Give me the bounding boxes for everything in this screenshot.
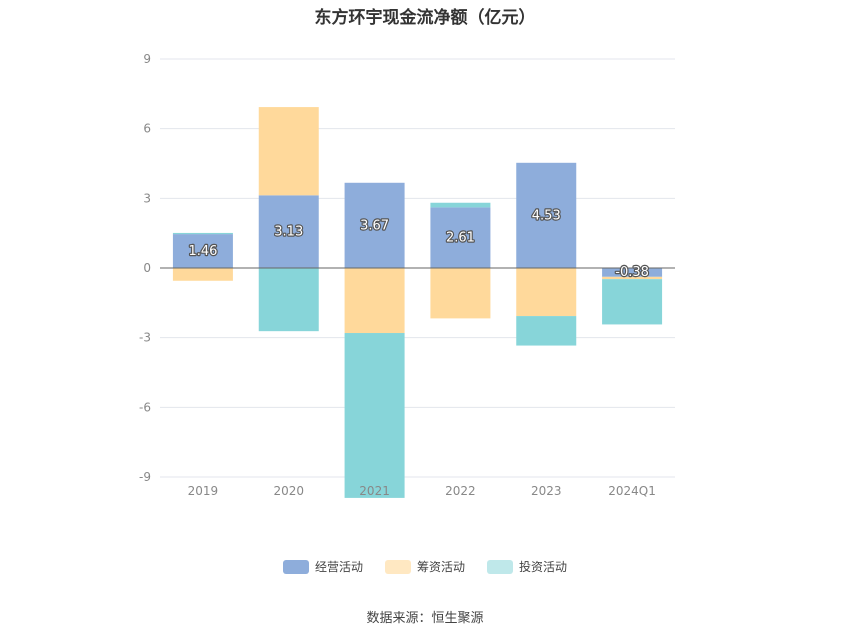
bar-筹资活动-2020	[258, 107, 319, 196]
y-tick-label: 3	[143, 191, 151, 205]
legend-swatch	[282, 559, 309, 574]
data-label: 1.46	[188, 244, 217, 259]
bar-筹资活动-2022	[430, 268, 491, 319]
x-tick-label: 2019	[188, 484, 219, 498]
legend-item[interactable]: 经营活动	[282, 558, 363, 575]
legend-swatch	[384, 559, 411, 574]
x-tick-label: 2022	[445, 484, 476, 498]
data-label: 3.67	[360, 218, 389, 233]
bar-筹资活动-2019	[172, 268, 233, 281]
y-tick-label: -6	[139, 400, 151, 414]
bar-投资活动-2023	[516, 316, 577, 346]
grid-layer	[160, 58, 675, 478]
bars-layer	[172, 107, 663, 498]
data-label: -0.38	[615, 265, 649, 280]
y-tick-label: 9	[143, 52, 151, 66]
bar-筹资活动-2024Q1	[602, 276, 663, 280]
chart-title: 东方环宇现金流净额（亿元）	[314, 8, 536, 28]
bar-投资活动-2022	[430, 202, 491, 208]
y-tick-label: -3	[139, 331, 151, 345]
data-label: 3.13	[274, 225, 303, 240]
bar-经营活动-2022	[430, 207, 491, 268]
ticks-layer: -9 -6 -3 0 3 6 9 2019 2020 2021 2022 2023 2024Q1	[139, 52, 656, 498]
bar-筹资活动-2021	[344, 268, 405, 334]
bar-投资活动-2020	[258, 268, 319, 332]
legend-label: 筹资活动	[416, 560, 465, 574]
source-note: 数据来源：恒生聚源	[366, 611, 484, 626]
legend-label: 投资活动	[519, 560, 568, 574]
y-tick-label: -9	[139, 470, 151, 484]
legend-swatch	[487, 559, 513, 574]
y-tick-label: 0	[143, 261, 151, 275]
legend-item[interactable]: 筹资活动	[384, 558, 465, 575]
bar-经营活动-2024Q1	[602, 268, 663, 277]
x-tick-label: 2024Q1	[608, 484, 656, 498]
x-tick-label: 2023	[531, 484, 562, 498]
bar-投资活动-2019	[172, 232, 233, 235]
x-tick-label: 2021	[359, 484, 390, 498]
bar-经营活动-2020	[258, 195, 319, 268]
y-tick-label: 6	[143, 122, 151, 136]
bar-经营活动-2019	[172, 234, 233, 268]
bar-筹资活动-2023	[516, 268, 577, 317]
data-labels-layer: 1.46 3.13 3.67 2.61 4.53 -0.38	[187, 207, 650, 281]
bar-经营活动-2021	[344, 182, 405, 268]
bar-投资活动-2021	[344, 333, 405, 498]
x-tick-label: 2020	[273, 484, 304, 498]
bar-投资活动-2024Q1	[602, 279, 663, 325]
data-label: 2.61	[446, 231, 475, 246]
legend-label: 经营活动	[314, 560, 363, 574]
data-label: 4.53	[532, 208, 561, 223]
bar-经营活动-2023	[516, 162, 577, 268]
legend: 经营活动 筹资活动 投资活动	[0, 558, 850, 575]
legend-item[interactable]: 投资活动	[487, 558, 567, 575]
